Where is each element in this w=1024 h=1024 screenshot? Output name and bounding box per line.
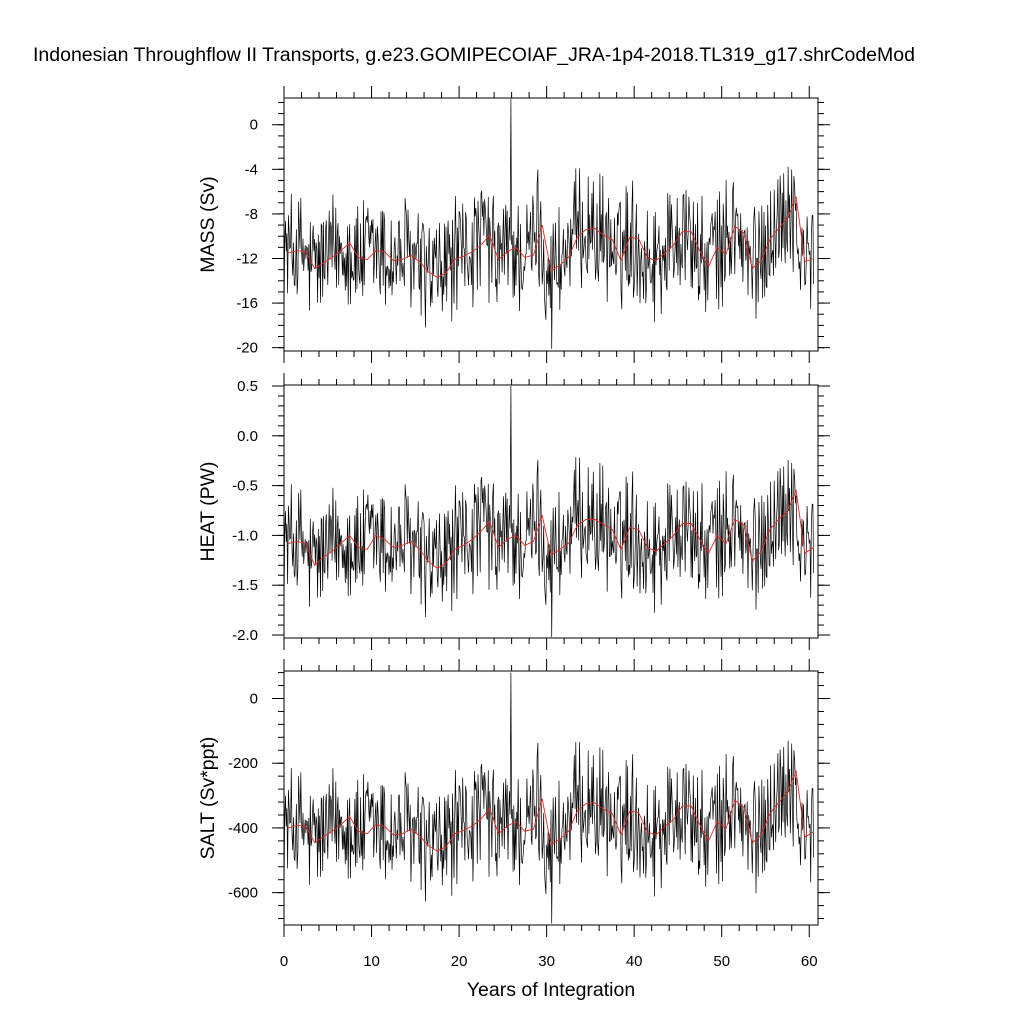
y-tick-label: -1.0 [232, 527, 258, 544]
panel-mass: -20 -16 -12 -8 -4 0 MASS (Sv) [197, 86, 830, 363]
annual-mean-line [288, 488, 814, 569]
y-tick-label: -8 [245, 206, 258, 223]
series-group [284, 99, 814, 349]
x-tick-label: 50 [713, 953, 730, 970]
panel-salt: -600 -400 -200 0 SALT (Sv*ppt) [197, 659, 830, 937]
y-tick-label: -0.5 [232, 478, 258, 495]
y-tick-label: -400 [228, 820, 258, 837]
x-tick-label: 60 [801, 953, 818, 970]
monthly-series-line [284, 99, 814, 349]
monthly-series-line [284, 385, 814, 638]
y-axis-title: SALT (Sv*ppt) [197, 737, 219, 860]
y-tick-label: -600 [228, 885, 258, 902]
y-tick-label: -2.0 [232, 627, 258, 644]
x-tick-label: 20 [451, 953, 468, 970]
y-tick-label: -20 [236, 340, 258, 357]
plot-frame [283, 384, 819, 639]
y-tick-label: -1.5 [232, 577, 258, 594]
x-tick-label: 10 [363, 953, 380, 970]
series-group [284, 672, 814, 924]
x-axis-title: Years of Integration [467, 979, 635, 1001]
x-tick-label: 40 [626, 953, 643, 970]
y-axis-title: HEAT (PW) [197, 461, 219, 561]
y-axis-title: MASS (Sv) [197, 176, 219, 272]
panel-heat: -2.0 -1.5 -1.0 -0.5 0.0 0.5 HEAT (PW) [197, 373, 830, 650]
figure-title: Indonesian Throughflow II Transports, g.… [33, 44, 915, 66]
annual-mean-line [288, 769, 814, 852]
plot-frame [283, 670, 819, 926]
y-tick-label: 0.0 [237, 428, 258, 445]
y-tick-label: -16 [236, 295, 258, 312]
plot-frame [283, 97, 819, 352]
x-tick-label: 30 [538, 953, 555, 970]
series-group [284, 385, 814, 638]
y-tick-label: 0.5 [237, 378, 258, 395]
y-tick-label: -4 [245, 161, 258, 178]
y-tick-label: -12 [236, 250, 258, 267]
y-tick-label: -200 [228, 755, 258, 772]
y-tick-label: 0 [250, 117, 258, 134]
x-tick-label: 0 [280, 953, 288, 970]
monthly-series-line [284, 672, 814, 924]
annual-mean-line [288, 195, 814, 278]
y-tick-label: 0 [250, 691, 258, 708]
